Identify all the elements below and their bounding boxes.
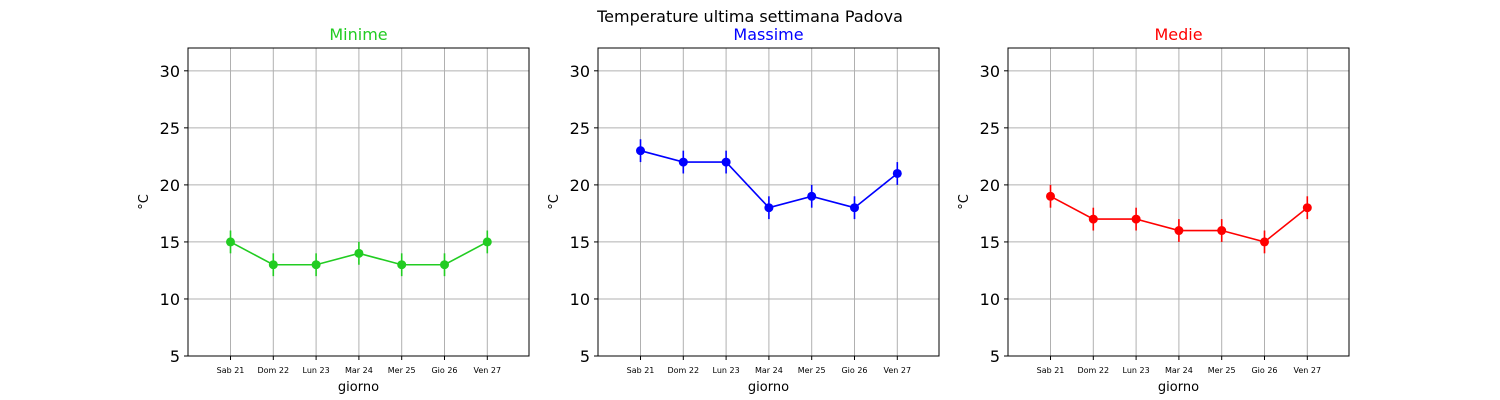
- subplot-1: 5 10 15 20 25 30 Sab 21 Dom 22 Lun 23 Mar 24 Mer 2…: [547, 25, 940, 395]
- y-axis-label: °C: [137, 194, 152, 210]
- data-point: [311, 260, 321, 270]
- y-tick-label: 20: [570, 176, 590, 195]
- x-tick-label: Sab 21: [1037, 366, 1065, 375]
- data-point: [807, 191, 817, 201]
- x-tick-label: Ven 27: [474, 366, 502, 375]
- x-tick-label: Mar 24: [345, 366, 373, 375]
- x-tick-label: Lun 23: [1123, 366, 1150, 375]
- x-tick-label: Mer 25: [1208, 366, 1236, 375]
- data-point: [1088, 214, 1098, 224]
- subplot-title: Minime: [329, 25, 387, 44]
- y-tick-label: 25: [570, 119, 590, 138]
- subplots: 5 10 15 20 25 30 Sab 21 Dom 22 Lun 23 Mar 24 Mer 2…: [137, 25, 1350, 395]
- figure-title: Temperature ultima settimana Padova: [596, 7, 903, 26]
- x-tick-label: Dom 22: [668, 366, 700, 375]
- x-axis-label: giorno: [1158, 380, 1199, 395]
- subplot-title: Medie: [1154, 25, 1202, 44]
- data-point: [268, 260, 278, 270]
- data-point: [482, 237, 492, 247]
- x-tick-label: Mar 24: [755, 366, 783, 375]
- y-axis-label: °C: [957, 194, 972, 210]
- x-axis-label: giorno: [338, 380, 379, 395]
- data-point: [1131, 214, 1141, 224]
- data-point: [721, 157, 731, 167]
- y-tick-label: 10: [570, 290, 590, 309]
- data-point: [850, 203, 859, 213]
- x-tick-label: Gio 26: [431, 366, 457, 375]
- data-point: [1217, 226, 1227, 236]
- y-tick-label: 20: [160, 176, 180, 195]
- x-tick-label: Mer 25: [388, 366, 416, 375]
- x-tick-label: Sab 21: [627, 366, 655, 375]
- data-point: [226, 237, 235, 247]
- y-tick-label: 15: [980, 233, 1000, 252]
- x-tick-label: Sab 21: [217, 366, 245, 375]
- y-tick-label: 5: [170, 347, 180, 366]
- x-axis-label: giorno: [748, 380, 789, 395]
- data-point: [636, 146, 645, 156]
- subplot-title: Massime: [733, 25, 803, 44]
- x-tick-label: Dom 22: [1078, 366, 1110, 375]
- data-point: [397, 260, 407, 270]
- data-point: [1046, 191, 1055, 201]
- data-point: [1174, 226, 1184, 236]
- x-tick-label: Ven 27: [1294, 366, 1322, 375]
- data-point: [764, 203, 774, 213]
- y-tick-label: 30: [160, 62, 180, 81]
- data-point: [440, 260, 449, 270]
- y-tick-label: 5: [990, 347, 1000, 366]
- data-point: [1302, 203, 1312, 213]
- data-point: [354, 248, 364, 258]
- y-tick-label: 10: [980, 290, 1000, 309]
- y-tick-label: 25: [980, 119, 1000, 138]
- x-tick-label: Lun 23: [713, 366, 740, 375]
- x-tick-label: Ven 27: [884, 366, 912, 375]
- y-tick-label: 5: [580, 347, 590, 366]
- x-tick-label: Lun 23: [303, 366, 330, 375]
- x-tick-label: Dom 22: [258, 366, 290, 375]
- y-tick-label: 25: [160, 119, 180, 138]
- y-tick-label: 15: [160, 233, 180, 252]
- x-tick-label: Mar 24: [1165, 366, 1193, 375]
- data-point: [1260, 237, 1269, 247]
- y-tick-label: 30: [570, 62, 590, 81]
- subplot-0: 5 10 15 20 25 30 Sab 21 Dom 22 Lun 23 Mar 24 Mer 2…: [137, 25, 530, 395]
- subplot-2: 5 10 15 20 25 30 Sab 21 Dom 22 Lun 23 Mar 24 Mer 2…: [957, 25, 1350, 395]
- y-tick-label: 10: [160, 290, 180, 309]
- data-point: [892, 168, 902, 178]
- x-tick-label: Gio 26: [841, 366, 867, 375]
- data-point: [678, 157, 688, 167]
- y-tick-label: 15: [570, 233, 590, 252]
- y-tick-label: 20: [980, 176, 1000, 195]
- x-tick-label: Mer 25: [798, 366, 826, 375]
- y-axis-label: °C: [547, 194, 562, 210]
- y-tick-label: 30: [980, 62, 1000, 81]
- x-tick-label: Gio 26: [1251, 366, 1277, 375]
